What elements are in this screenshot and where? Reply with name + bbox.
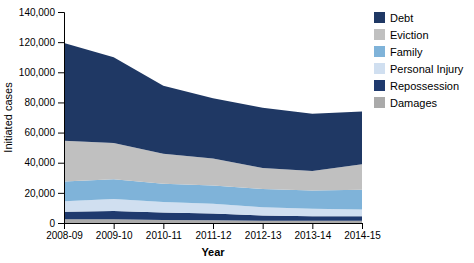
tick-label: 2014-15	[344, 230, 381, 241]
legend-label: Family	[390, 46, 423, 58]
legend-label: Damages	[390, 97, 438, 109]
tick-label: 2013-14	[294, 230, 331, 241]
tick-mark	[58, 102, 64, 103]
legend-item: Personal Injury	[374, 63, 464, 75]
tick-label: 2009-10	[96, 230, 133, 241]
tick: 60,000	[24, 127, 64, 138]
tick-mark	[312, 223, 313, 229]
legend-label: Repossession	[390, 80, 459, 92]
tick: 40,000	[24, 157, 64, 168]
tick-label: 2010-11	[146, 230, 182, 241]
y-axis-title: Initiated cases	[2, 82, 14, 153]
areas	[64, 43, 362, 223]
legend-item: Eviction	[374, 29, 429, 41]
tick-label: 140,000	[19, 7, 56, 18]
tick: 2010-11	[146, 223, 182, 241]
tick-mark	[58, 163, 64, 164]
legend-swatch	[374, 63, 385, 74]
tick-mark	[58, 223, 64, 224]
legend: Debt Eviction Family Personal Injury Reposse…	[374, 12, 464, 109]
tick: 20,000	[24, 188, 64, 199]
tick-label: 0	[49, 218, 55, 229]
tick-mark	[58, 42, 64, 43]
tick-mark	[263, 223, 264, 229]
legend-swatch	[374, 80, 385, 91]
tick-label: 100,000	[19, 67, 56, 78]
tick-mark	[114, 223, 115, 229]
tick: 2012-13	[245, 223, 282, 241]
tick-label: 2012-13	[245, 230, 282, 241]
axis-line	[58, 13, 65, 224]
tick: 2014-15	[344, 223, 381, 241]
tick-mark	[163, 223, 164, 229]
legend-swatch	[374, 12, 385, 23]
tick: 2009-10	[96, 223, 133, 241]
tick: 80,000	[24, 97, 64, 108]
legend-item: Repossession	[374, 80, 459, 92]
tick: 0	[49, 218, 64, 229]
y-axis: 0 20,000 40,000 60,000 80,000 100,000 120,000 1…	[19, 7, 65, 229]
tick: 2011-12	[196, 223, 232, 241]
legend-item: Damages	[374, 97, 438, 109]
x-axis-title: Year	[201, 246, 225, 258]
tick: 140,000	[19, 7, 64, 18]
area	[64, 43, 362, 171]
legend-swatch	[374, 97, 385, 108]
legend-swatch	[374, 29, 385, 40]
tick-label: 60,000	[24, 127, 55, 138]
x-axis: 2008-09 2009-10 2010-11 2011-12 2012-13 2013-…	[46, 223, 381, 241]
tick-label: 80,000	[24, 97, 55, 108]
tick-label: 120,000	[19, 37, 56, 48]
tick-mark	[58, 193, 64, 194]
tick: 100,000	[19, 67, 64, 78]
tick-mark	[362, 223, 363, 229]
tick-label: 40,000	[24, 157, 55, 168]
tick-mark	[58, 12, 64, 13]
axis-line	[65, 224, 363, 230]
legend-label: Personal Injury	[390, 63, 464, 75]
tick: 2013-14	[294, 223, 331, 241]
legend-item: Debt	[374, 12, 413, 24]
legend-label: Eviction	[390, 29, 429, 41]
chart: 2008-09 2009-10 2010-11 2011-12 2012-13 2013-…	[0, 0, 474, 263]
legend-item: Family	[374, 46, 423, 58]
tick-mark	[213, 223, 214, 229]
tick-label: 20,000	[24, 188, 55, 199]
tick-label: 2011-12	[196, 230, 232, 241]
tick-label: 2008-09	[46, 230, 83, 241]
legend-swatch	[374, 46, 385, 57]
legend-label: Debt	[390, 12, 413, 24]
tick-mark	[58, 133, 64, 134]
tick: 120,000	[19, 37, 64, 48]
plot: 2008-09 2009-10 2010-11 2011-12 2012-13 2013-…	[2, 7, 381, 258]
tick-mark	[58, 72, 64, 73]
